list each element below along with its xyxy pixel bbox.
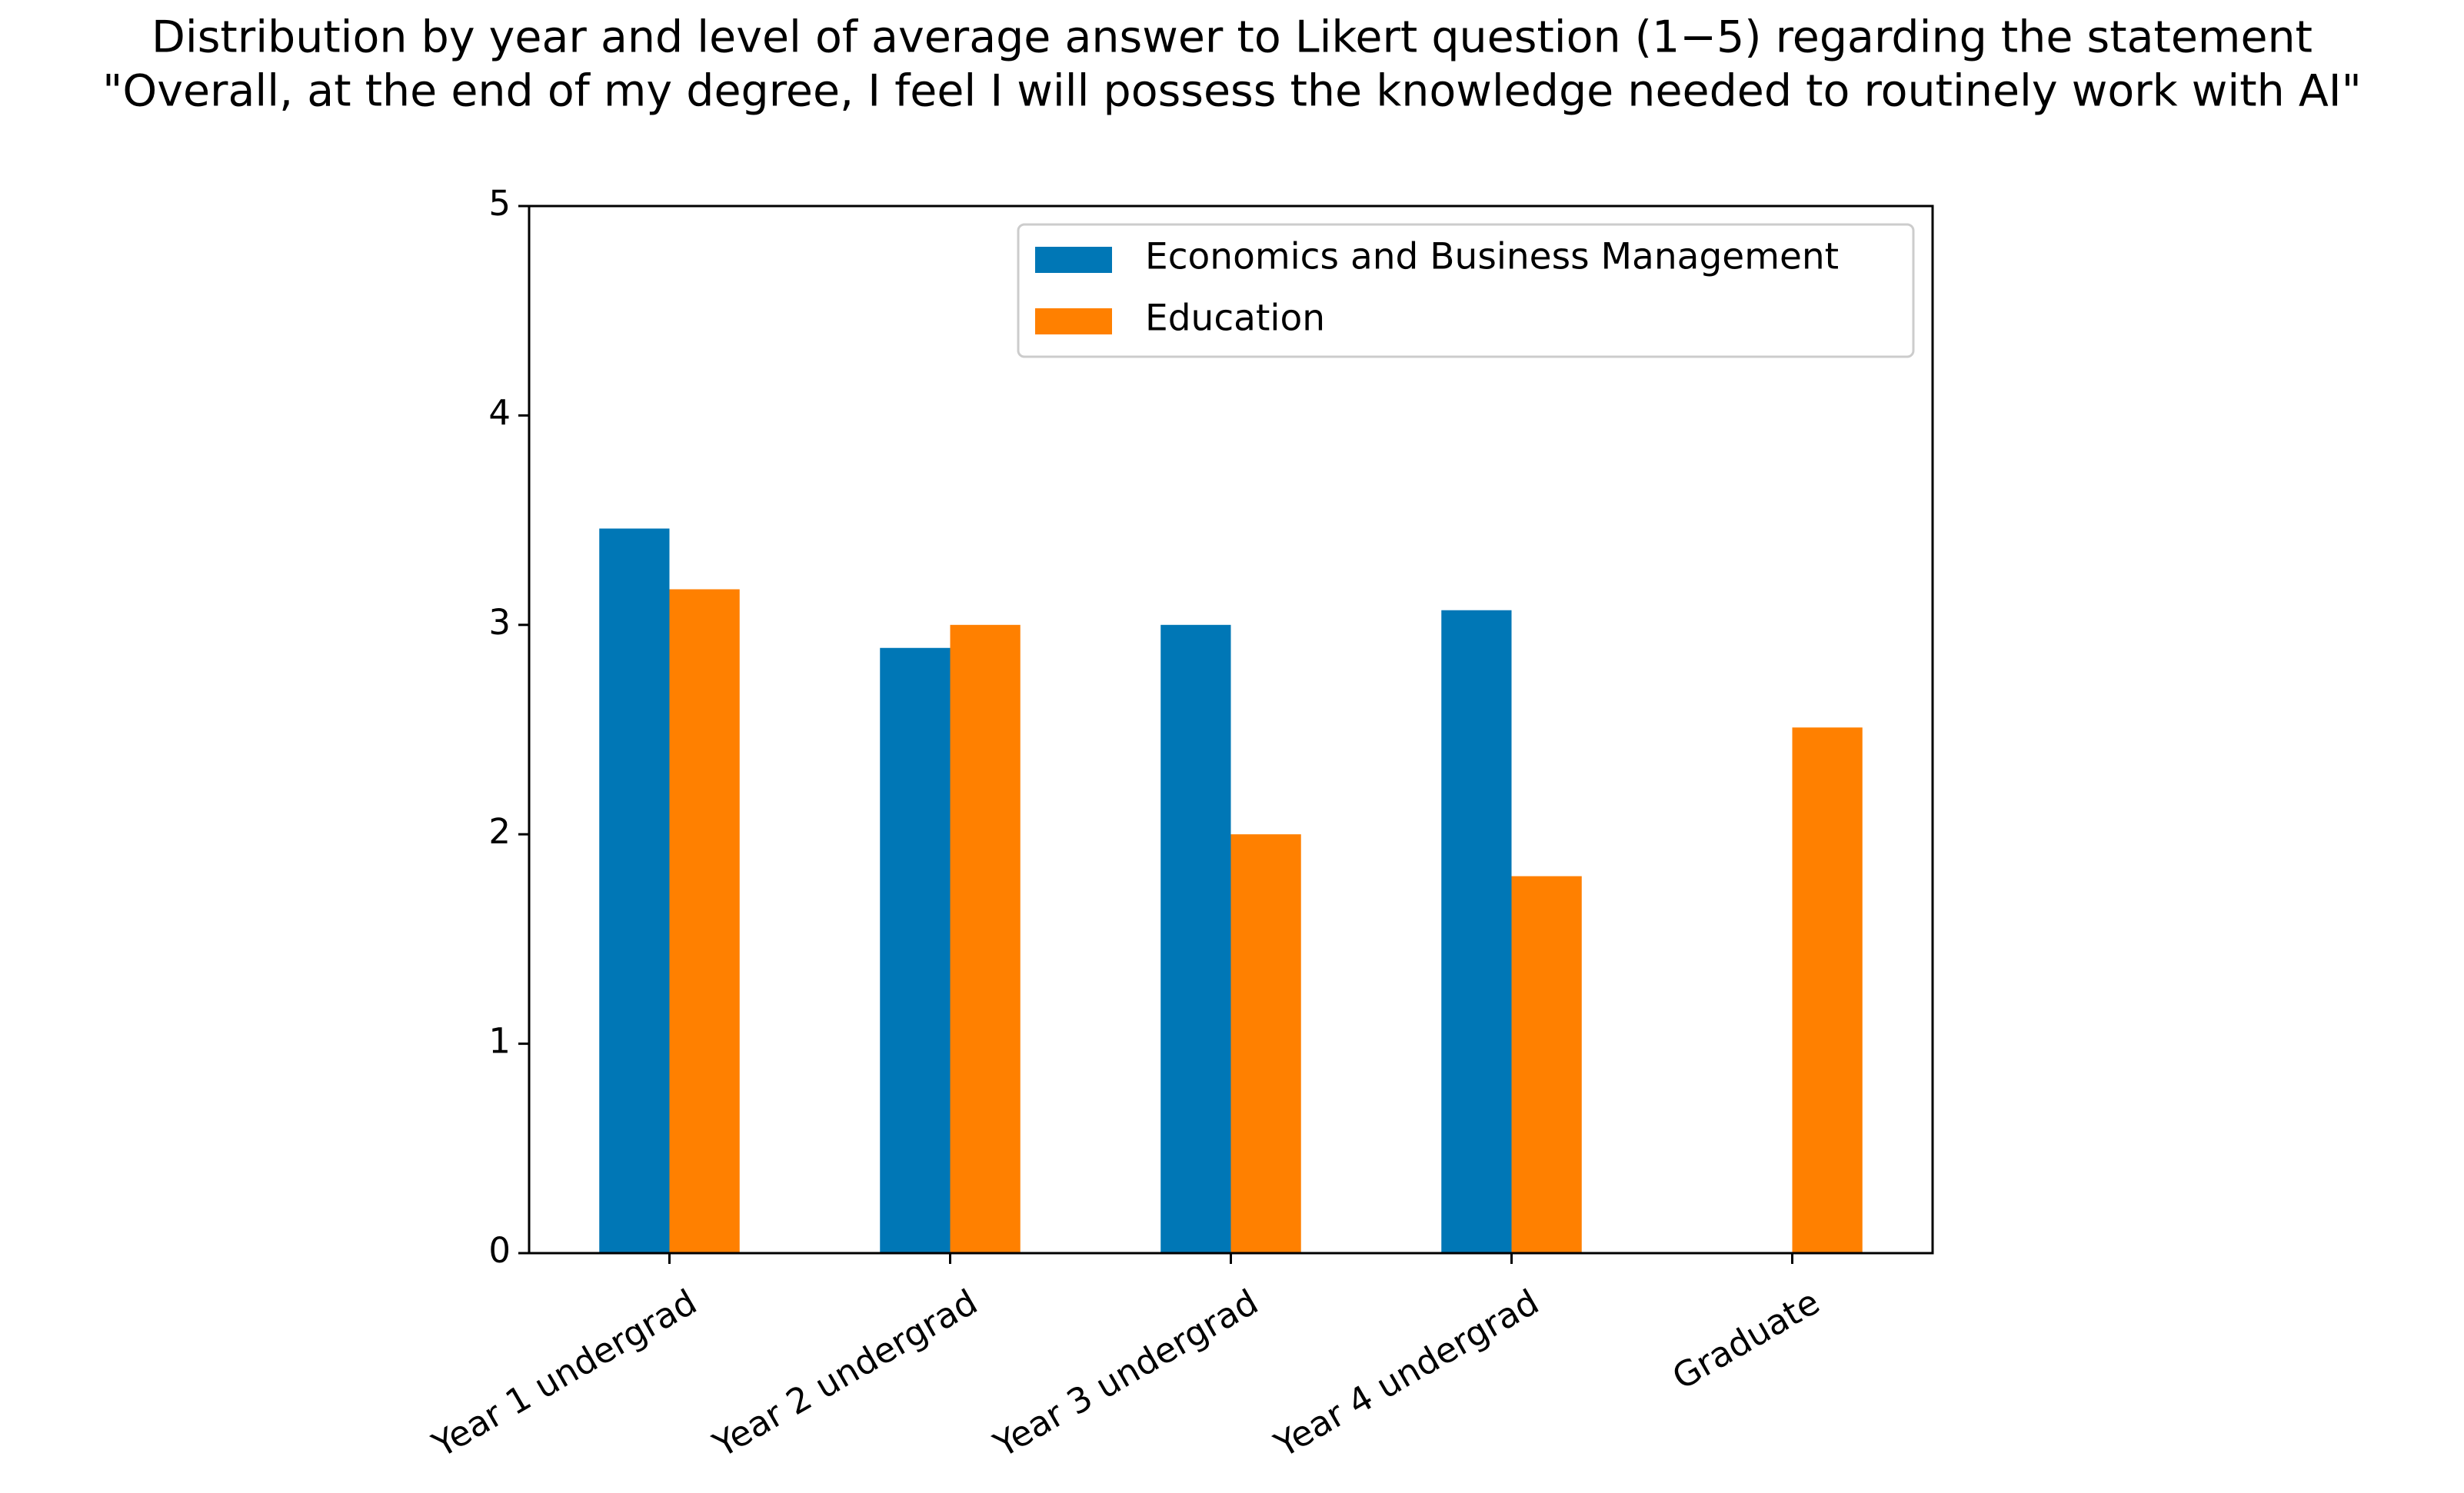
legend-swatch — [1035, 247, 1112, 273]
legend-box — [1017, 223, 1915, 358]
bar — [1230, 834, 1301, 1253]
legend-label: Education — [1145, 298, 1325, 340]
chart-subtitle: "Overall, at the end of my degree, I fee… — [102, 66, 2362, 117]
x-tick-label: Year 4 undergrad — [1267, 1282, 1546, 1466]
x-tick-label: Graduate — [1666, 1282, 1826, 1398]
chart-title: Distribution by year and level of averag… — [152, 12, 2312, 63]
bar — [1441, 610, 1512, 1253]
x-tick-label: Year 2 undergrad — [706, 1282, 984, 1466]
x-tick-label: Year 3 undergrad — [987, 1282, 1265, 1466]
bar — [880, 647, 951, 1253]
y-tick-label: 1 — [488, 1021, 511, 1062]
bar — [1792, 727, 1863, 1253]
bar — [950, 624, 1021, 1253]
plot-frame — [528, 204, 1934, 1255]
y-tick-label: 2 — [488, 811, 511, 852]
bar — [599, 528, 670, 1253]
bar — [1160, 624, 1231, 1253]
legend-label: Economics and Business Management — [1145, 236, 1839, 278]
y-tick-label: 4 — [488, 392, 511, 433]
y-tick-label: 5 — [488, 183, 511, 224]
bar — [669, 589, 740, 1253]
y-tick-label: 3 — [488, 602, 511, 643]
y-tick-label: 0 — [488, 1230, 511, 1271]
x-tick-label: Year 1 undergrad — [425, 1282, 704, 1466]
bar — [1511, 876, 1582, 1253]
legend-swatch — [1035, 308, 1112, 334]
